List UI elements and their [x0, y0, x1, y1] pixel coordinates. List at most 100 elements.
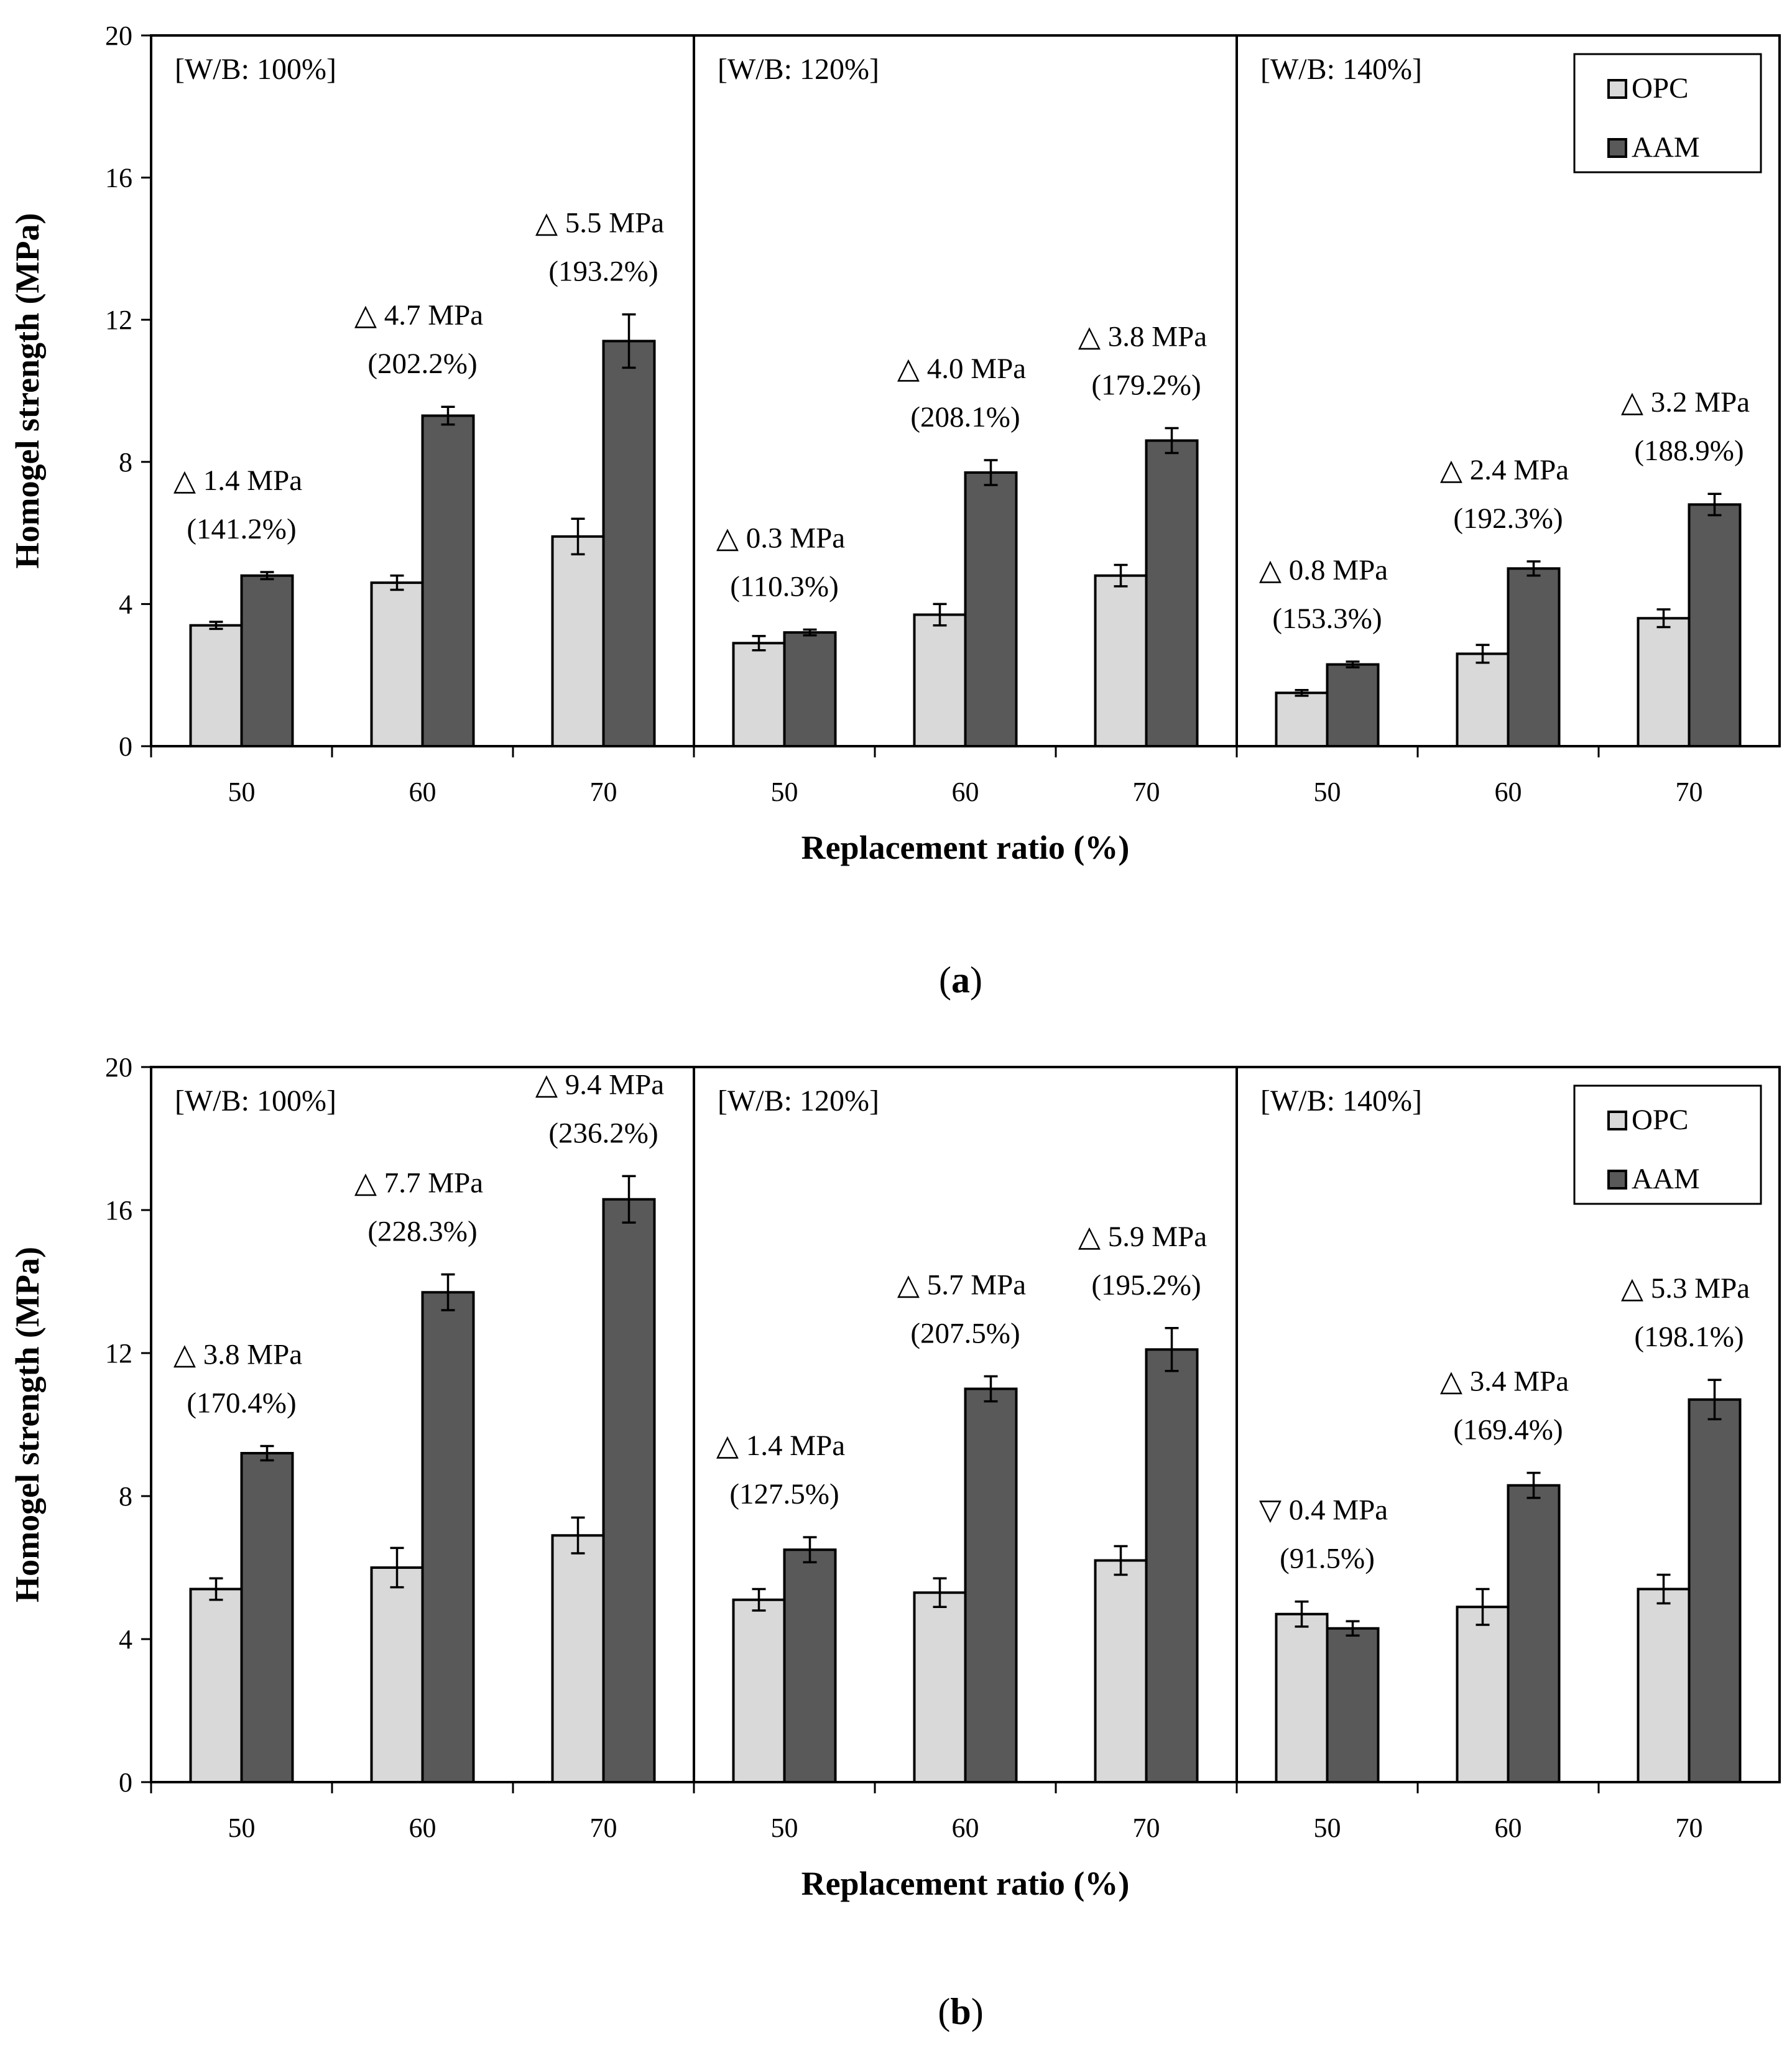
bar-aam-60 [964, 1387, 1018, 1783]
x-tick-label: 60 [1495, 777, 1522, 807]
annotation-delta: △ 3.2 MPa [1621, 386, 1750, 418]
annotation-delta: △ 5.5 MPa [535, 207, 664, 239]
bar-opc-60 [1456, 1606, 1510, 1783]
bar-opc-60 [370, 1566, 424, 1783]
error-bar-aam-60 [441, 1273, 455, 1311]
y-axis-title: Homogel strength (MPa) [9, 213, 46, 569]
annotation-percent: (141.2%) [187, 513, 296, 545]
bar-opc-50 [189, 1588, 243, 1783]
x-axis-title: Replacement ratio (%) [801, 829, 1130, 866]
annotation-delta: △ 4.7 MPa [354, 299, 483, 331]
y-tick-label: 20 [105, 1052, 132, 1083]
panel-label: [W/B: 140%] [1260, 53, 1422, 86]
annotation-percent: (91.5%) [1280, 1543, 1375, 1575]
annotation-percent: (202.2%) [367, 348, 477, 380]
annotation-delta: △ 2.4 MPa [1440, 454, 1569, 486]
error-bar-aam-60 [984, 459, 998, 486]
annotation-delta: △ 5.7 MPa [897, 1269, 1026, 1301]
bar-opc-60 [913, 613, 967, 747]
error-bar-aam-60 [1526, 1471, 1541, 1499]
annotation-percent: (228.3%) [367, 1216, 477, 1248]
panel-label: [W/B: 120%] [718, 53, 879, 86]
error-bar-opc-60 [933, 1577, 947, 1608]
annotation-percent: (170.4%) [187, 1387, 296, 1420]
bar-aam-70 [1145, 439, 1199, 747]
error-bar-aam-50 [1346, 660, 1360, 668]
bar-opc-50 [1275, 691, 1329, 748]
bar-opc-50 [1275, 1612, 1329, 1783]
caption-open-paren: ( [938, 1991, 950, 2032]
error-bar-opc-50 [209, 1577, 223, 1601]
y-tick-label: 8 [119, 1481, 132, 1512]
bar-opc-70 [551, 535, 605, 747]
panel-2: [W/B: 120%] 50 (127.5%) △ 1.4 MPa 60 (207.5%)… [693, 1067, 1207, 1843]
legend-swatch-opc [1607, 1111, 1627, 1130]
legend-label-aam: AAM [1632, 1163, 1700, 1195]
x-tick-label: 50 [1314, 1813, 1341, 1843]
error-bar-opc-70 [1656, 1573, 1671, 1605]
bar-aam-70 [1688, 503, 1742, 747]
x-tick-label: 50 [771, 777, 798, 807]
bar-aam-60 [421, 414, 475, 747]
bar-opc-70 [551, 1534, 605, 1783]
annotation-delta: △ 9.4 MPa [535, 1068, 664, 1101]
panel-1: [W/B: 100%] 50 (170.4%) △ 3.8 MPa 60 (228.3%)… [150, 1068, 664, 1843]
annotation-delta: △ 0.8 MPa [1259, 554, 1388, 586]
legend-label-opc: OPC [1632, 72, 1688, 104]
error-bar-opc-70 [571, 517, 585, 556]
error-bar-aam-70 [1165, 427, 1179, 455]
x-tick-label: 50 [771, 1813, 798, 1843]
error-bar-opc-60 [390, 1546, 404, 1589]
bar-opc-50 [732, 1598, 786, 1783]
x-tick-label: 60 [409, 777, 436, 807]
error-bar-aam-70 [1707, 1379, 1722, 1421]
legend-swatch-opc [1607, 79, 1627, 99]
error-bar-opc-50 [752, 1588, 766, 1612]
bar-opc-70 [1637, 617, 1691, 748]
y-tick-label: 4 [119, 1624, 132, 1655]
x-tick-label: 50 [228, 1813, 256, 1843]
x-tick-label: 60 [409, 1813, 436, 1843]
bar-aam-60 [964, 471, 1018, 747]
annotation-delta: ▽ 0.4 MPa [1259, 1494, 1388, 1527]
bar-aam-50 [240, 574, 294, 747]
error-bar-opc-70 [571, 1516, 585, 1555]
error-bar-opc-50 [209, 621, 223, 631]
annotation-percent: (192.3%) [1453, 502, 1563, 535]
bar-opc-50 [189, 624, 243, 747]
bar-aam-50 [1326, 1627, 1380, 1783]
annotation-percent: (110.3%) [730, 571, 838, 603]
annotation-percent: (127.5%) [729, 1478, 839, 1510]
x-tick-label: 60 [952, 1813, 979, 1843]
annotation-percent: (198.1%) [1634, 1321, 1744, 1353]
bar-aam-50 [783, 1548, 837, 1783]
annotation-percent: (153.3%) [1272, 603, 1382, 635]
bar-opc-60 [370, 581, 424, 747]
error-bar-aam-60 [1526, 560, 1541, 577]
panel-label: [W/B: 100%] [175, 1084, 336, 1117]
bar-opc-70 [1094, 1559, 1148, 1783]
error-bar-opc-60 [933, 603, 947, 627]
annotation-percent: (195.2%) [1091, 1269, 1201, 1301]
annotation-percent: (236.2%) [548, 1117, 658, 1149]
error-bar-aam-50 [803, 628, 817, 637]
legend-box [1573, 1084, 1762, 1205]
error-bar-opc-70 [1114, 563, 1128, 588]
error-bar-aam-50 [260, 1444, 274, 1462]
legend: OPC AAM [1573, 1084, 1762, 1205]
x-tick-label: 70 [590, 777, 617, 807]
error-bar-aam-70 [1707, 492, 1722, 517]
error-bar-aam-50 [1346, 1620, 1360, 1637]
annotation-delta: △ 0.3 MPa [716, 522, 845, 555]
error-bar-opc-60 [1476, 1588, 1490, 1626]
error-bar-aam-50 [803, 1536, 817, 1564]
legend-box [1573, 53, 1762, 173]
bar-opc-60 [1456, 652, 1510, 748]
panel-label: [W/B: 100%] [175, 53, 336, 86]
annotation-delta: △ 1.4 MPa [173, 464, 302, 497]
panel-label: [W/B: 140%] [1260, 1084, 1422, 1117]
panel-2: [W/B: 120%] 50 (110.3%) △ 0.3 MPa 60 (208.1%)… [693, 35, 1207, 807]
y-tick-label: 20 [105, 21, 132, 51]
annotation-percent: (169.4%) [1453, 1414, 1563, 1446]
